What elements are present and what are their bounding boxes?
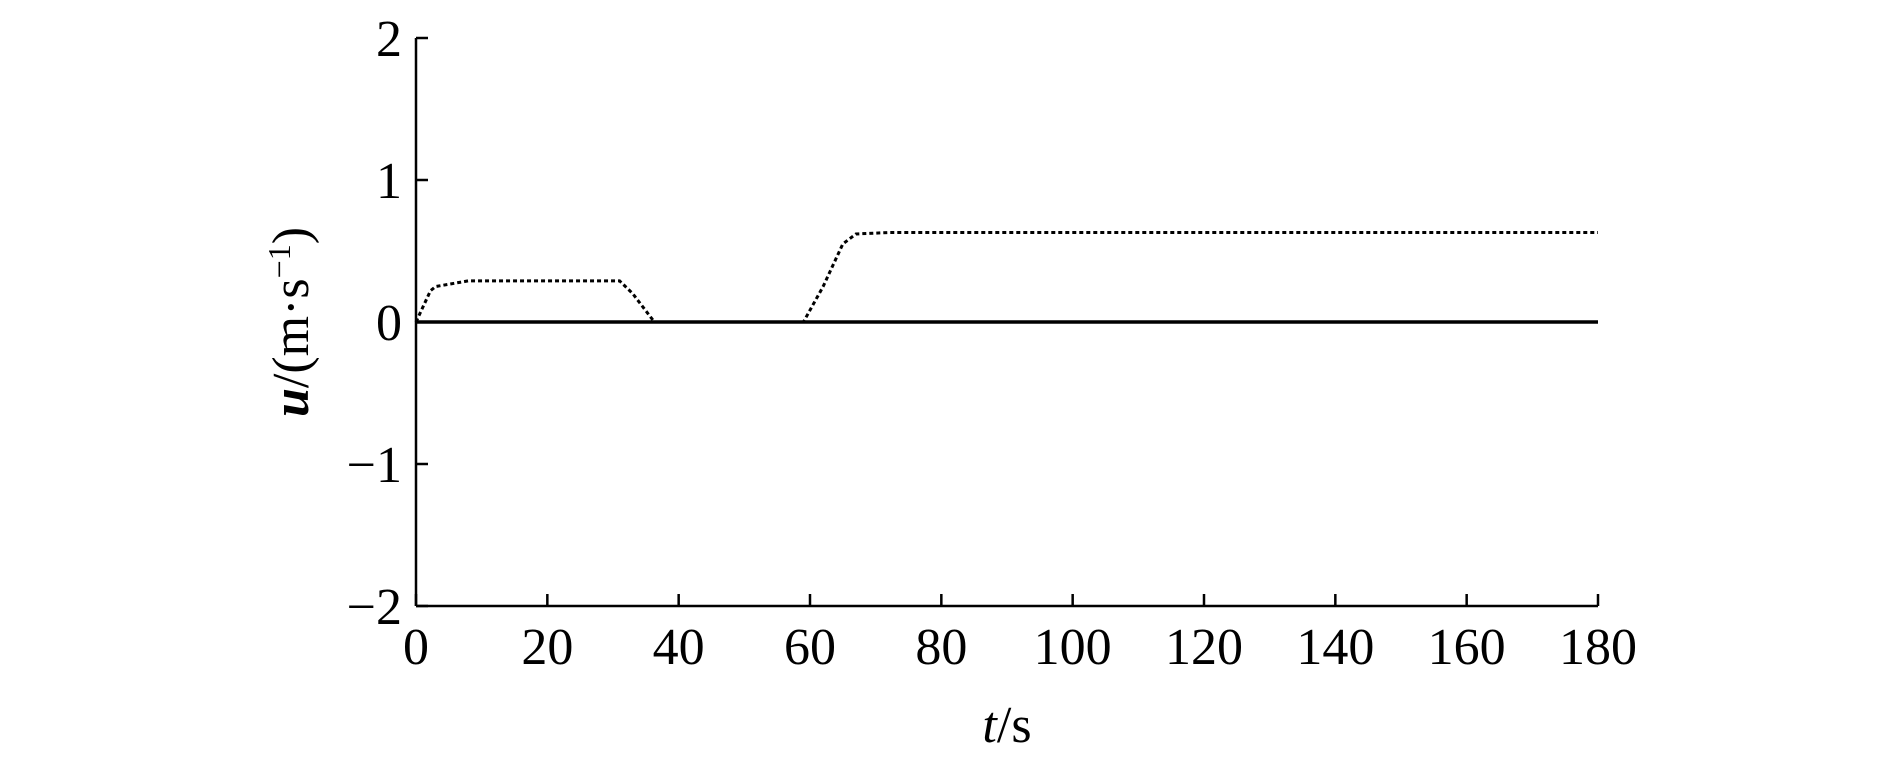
y-tick-label: 2 xyxy=(376,11,402,68)
x-tick-label: 180 xyxy=(1559,619,1637,676)
x-tick-label: 60 xyxy=(784,619,836,676)
y-tick-label: 1 xyxy=(376,153,402,210)
x-axis-label: t/s xyxy=(982,697,1031,754)
x-tick-label: 120 xyxy=(1165,619,1243,676)
y-tick-label: −1 xyxy=(347,437,402,494)
x-tick-label: 20 xyxy=(521,619,573,676)
x-tick-label: 40 xyxy=(653,619,705,676)
y-label-unit: /(m·s xyxy=(263,278,320,388)
x-tick-label: 100 xyxy=(1034,619,1112,676)
x-tick-label: 140 xyxy=(1296,619,1374,676)
y-axis-label: u/(m·s−1) xyxy=(261,227,320,417)
y-label-close: ) xyxy=(263,227,320,244)
y-tick-label: −2 xyxy=(347,579,402,636)
x-label-unit: /s xyxy=(997,697,1032,754)
x-tick-label: 80 xyxy=(915,619,967,676)
y-label-var: u xyxy=(263,388,320,417)
y-label-exp: −1 xyxy=(261,244,297,278)
series-line xyxy=(414,231,1598,324)
x-label-var: t xyxy=(982,697,998,754)
y-tick-label: 0 xyxy=(376,295,402,352)
x-tick-label: 160 xyxy=(1428,619,1506,676)
x-tick-label: 0 xyxy=(403,619,429,676)
